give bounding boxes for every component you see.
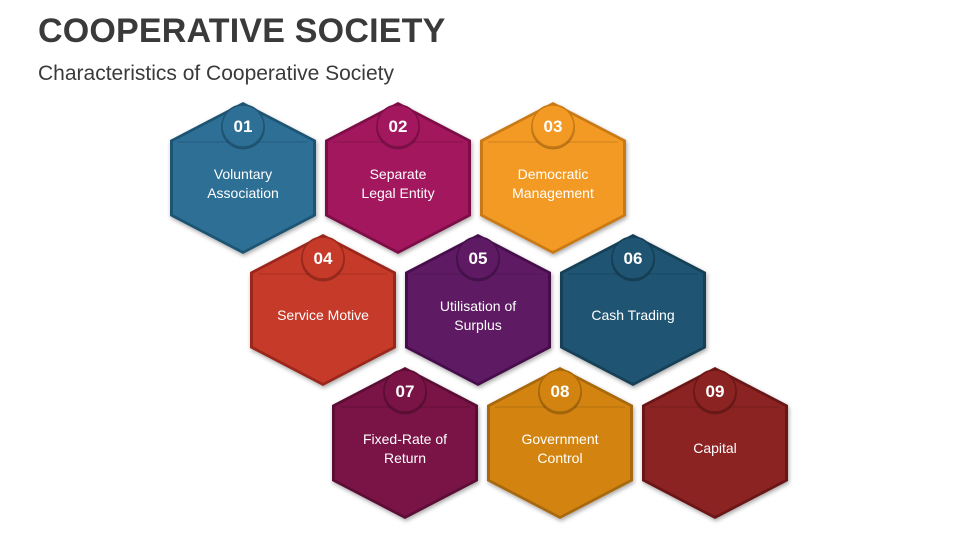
item-label-line1: Separate (370, 166, 427, 182)
hexagon-item-06: 06 Cash Trading (560, 234, 706, 386)
hexagon-item-04: 04 Service Motive (250, 234, 396, 386)
number-badge (531, 104, 575, 148)
item-label-line2: Return (384, 450, 426, 466)
hexagon-face (335, 370, 475, 516)
hexagon-face (253, 237, 393, 383)
item-number: 01 (234, 117, 253, 136)
number-badge (693, 369, 737, 413)
item-label-line2: Association (207, 185, 279, 201)
item-number: 02 (389, 117, 408, 136)
hexagon-item-05: 05 Utilisation of Surplus (405, 234, 551, 386)
hexagon-face (483, 105, 623, 251)
number-badge (538, 369, 582, 413)
number-badge (611, 236, 655, 280)
number-badge (301, 236, 345, 280)
item-number: 07 (396, 382, 415, 401)
hexagon-face (563, 237, 703, 383)
hexagon-face (408, 237, 548, 383)
number-badge (383, 369, 427, 413)
item-number: 03 (544, 117, 563, 136)
item-number: 04 (314, 249, 333, 268)
hexagon-face (490, 370, 630, 516)
item-label-line1: Voluntary (214, 166, 272, 182)
item-label-line1: Service Motive (277, 307, 369, 323)
item-number: 06 (624, 249, 643, 268)
hexagon-face (328, 105, 468, 251)
item-label-line2: Control (537, 450, 582, 466)
hexagon-face (645, 370, 785, 516)
item-number: 08 (551, 382, 570, 401)
number-badge (376, 104, 420, 148)
number-badge (456, 236, 500, 280)
item-number: 09 (706, 382, 725, 401)
item-label-line1: Utilisation of (440, 298, 516, 314)
page-title: COOPERATIVE SOCIETY (38, 12, 446, 50)
hexagon-item-02: 02 Separate Legal Entity (325, 102, 471, 254)
item-label-line1: Cash Trading (591, 307, 674, 323)
hexagon-item-07: 07 Fixed-Rate of Return (332, 367, 478, 519)
item-label-line2: Management (512, 185, 594, 201)
item-label-line2: Legal Entity (361, 185, 434, 201)
item-number: 05 (469, 249, 488, 268)
hexagon-item-09: 09 Capital (642, 367, 788, 519)
page-subtitle: Characteristics of Cooperative Society (38, 62, 394, 85)
hexagon-item-01: 01 Voluntary Association (170, 102, 316, 254)
item-label-line1: Government (521, 431, 598, 447)
hexagon-item-03: 03 Democratic Management (480, 102, 626, 254)
hexagon-item-08: 08 Government Control (487, 367, 633, 519)
item-label-line2: Surplus (454, 317, 501, 333)
item-label-line1: Democratic (518, 166, 589, 182)
item-label-line1: Fixed-Rate of (363, 431, 447, 447)
number-badge (221, 104, 265, 148)
hexagon-face (173, 105, 313, 251)
item-label-line1: Capital (693, 440, 737, 456)
